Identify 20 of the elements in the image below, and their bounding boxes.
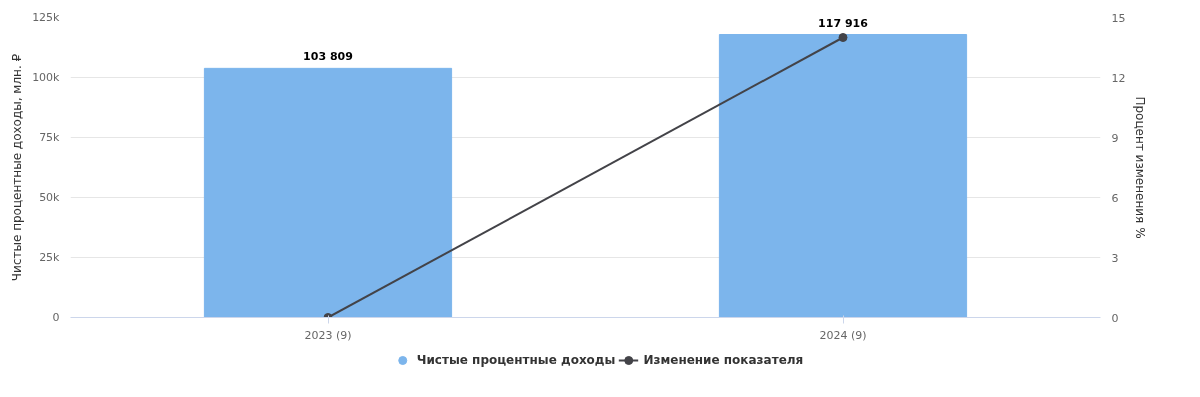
data-label: 117 916 bbox=[818, 16, 869, 30]
y2-tick-label: 9 bbox=[1111, 131, 1119, 145]
y-tick-label: 100k bbox=[32, 71, 61, 84]
legend-label: Чистые процентные доходы bbox=[416, 353, 616, 367]
y-tick-label: 25k bbox=[39, 251, 61, 264]
y-tick-label: 125k bbox=[32, 11, 61, 24]
data-label: 103 809 bbox=[303, 50, 353, 64]
y2-axis-title: Процент изменения % bbox=[1133, 96, 1148, 239]
y-axis-title: Чистые процентные доходы, млн. ₽ bbox=[10, 53, 25, 282]
y2-tick-label: 15 bbox=[1111, 11, 1126, 25]
y-tick-label: 50k bbox=[39, 191, 61, 204]
legend-label: Изменение показателя bbox=[643, 353, 804, 367]
y2-tick-label: 3 bbox=[1111, 251, 1119, 265]
y2-tick-label: 12 bbox=[1111, 71, 1126, 85]
x-tick-label: 2023 (9) bbox=[304, 328, 352, 342]
y2-tick-label: 0 bbox=[1111, 311, 1119, 325]
x-tick-label: 2024 (9) bbox=[819, 328, 867, 342]
y-tick-label: 75k bbox=[39, 131, 61, 144]
y2-tick-label: 6 bbox=[1111, 191, 1119, 205]
y-tick-label: 0 bbox=[52, 311, 60, 324]
